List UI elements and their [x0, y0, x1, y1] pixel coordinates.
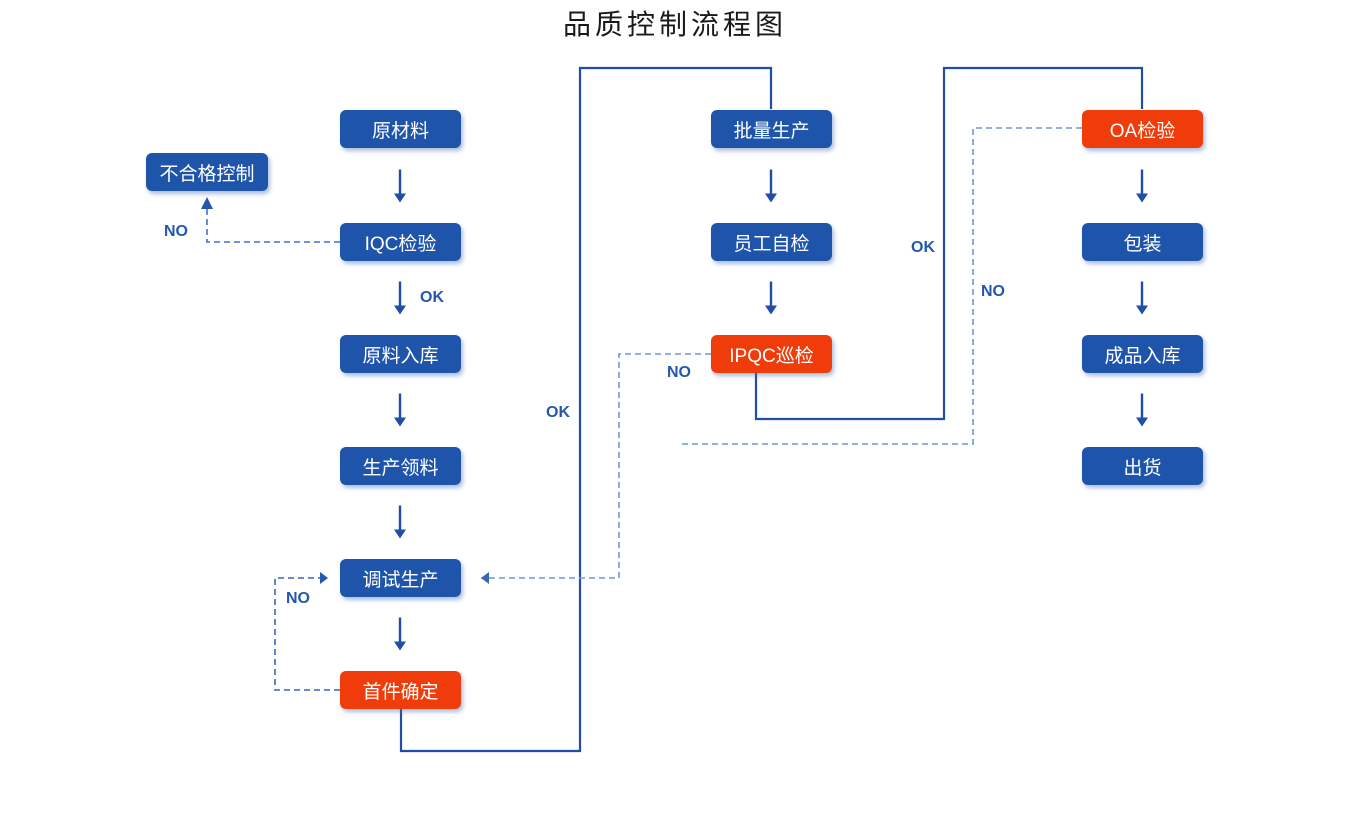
svg-text:NO: NO [286, 590, 310, 607]
svg-text:OK: OK [546, 404, 570, 421]
svg-text:NO: NO [164, 223, 188, 240]
svg-text:OK: OK [911, 239, 935, 256]
svg-text:NO: NO [981, 283, 1005, 300]
svg-text:NO: NO [667, 364, 691, 381]
svg-text:OK: OK [420, 289, 444, 306]
